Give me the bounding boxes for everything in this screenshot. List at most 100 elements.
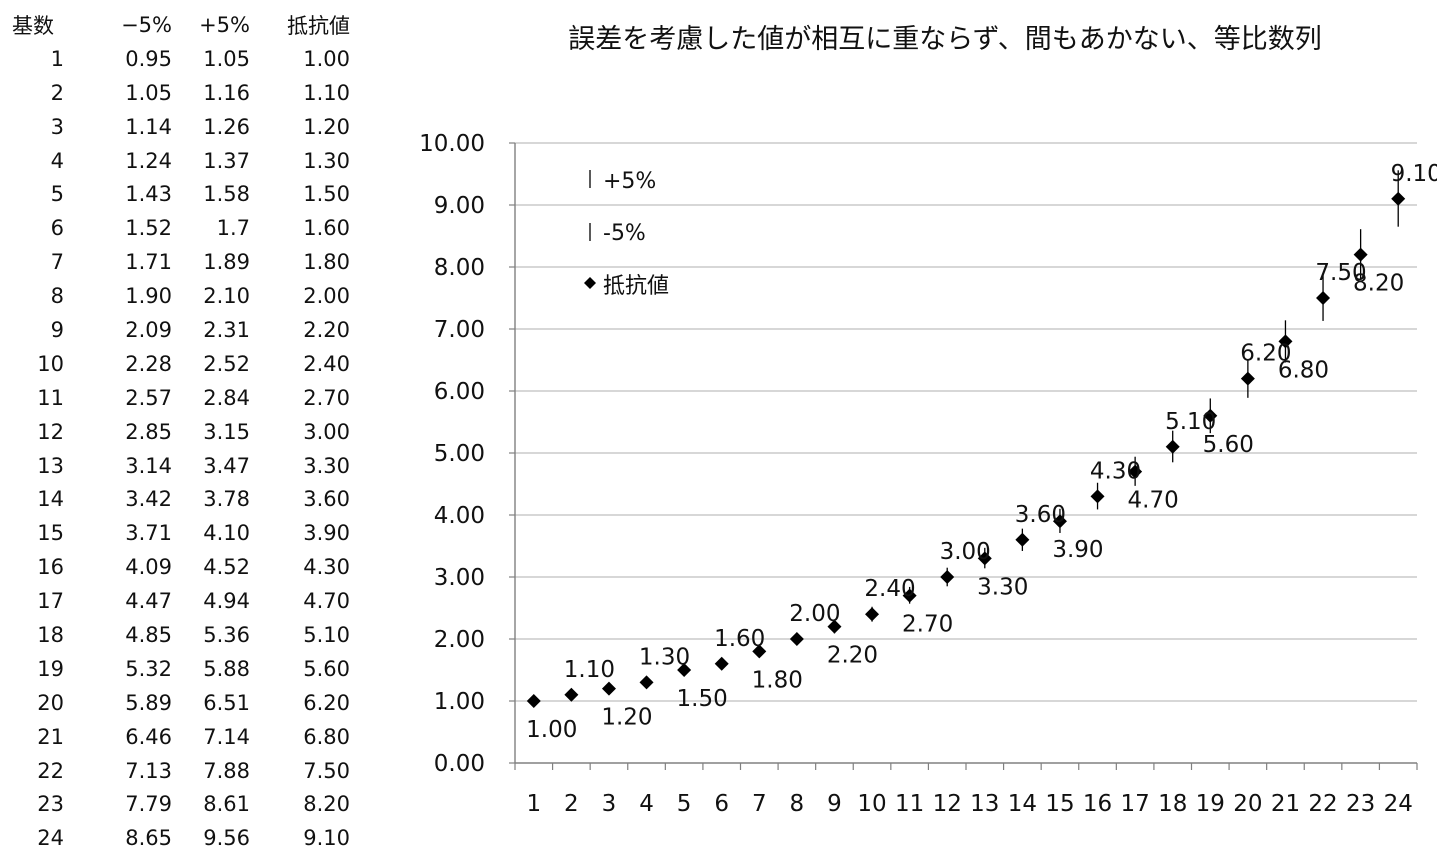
y-tick-label: 2.00	[434, 627, 485, 653]
table-cell: 0.95	[125, 46, 172, 71]
table-cell: 16	[37, 555, 64, 580]
table-row: 19 5.32 5.88 5.60	[0, 652, 370, 686]
y-tick-label: 0.00	[434, 751, 485, 777]
table-cell: 23	[37, 792, 64, 817]
x-tick-label: 11	[895, 791, 924, 817]
data-point	[1090, 489, 1105, 504]
table-header-cell: −5%	[121, 12, 172, 37]
table-row: 8 1.90 2.10 2.00	[0, 279, 370, 313]
data-point	[752, 644, 767, 659]
x-tick-label: 1	[526, 791, 541, 817]
table-cell: 1.43	[125, 182, 172, 207]
table-cell: 22	[37, 758, 64, 783]
table-cell: 4.47	[125, 589, 172, 614]
table-cell: 4.85	[125, 622, 172, 647]
table-cell: 2	[50, 80, 64, 105]
table-row: 20 5.89 6.51 6.20	[0, 686, 370, 720]
table-cell: 4.52	[203, 555, 250, 580]
table-row: 13 3.14 3.47 3.30	[0, 449, 370, 483]
y-tick-label: 4.00	[434, 503, 485, 529]
table-cell: 8	[50, 284, 64, 309]
table-cell: 1.20	[303, 114, 350, 139]
table-cell: 1.60	[303, 216, 350, 241]
data-label: 9.10	[1391, 161, 1437, 187]
table-cell: 4.30	[303, 555, 350, 580]
table-cell: 2.09	[125, 317, 172, 342]
table-cell: 19	[37, 656, 64, 681]
table-cell: 1.05	[125, 80, 172, 105]
table-cell: 7.13	[125, 758, 172, 783]
table-cell: 4.09	[125, 555, 172, 580]
y-tick-label: 1.00	[434, 689, 485, 715]
data-point	[1240, 371, 1255, 386]
table-cell: 3.90	[303, 521, 350, 546]
table-header-cell: 基数	[12, 13, 54, 38]
y-tick-label: 7.00	[434, 317, 485, 343]
y-tick-label: 9.00	[434, 193, 485, 219]
data-label: 3.60	[1015, 502, 1066, 528]
table-row: 11 2.57 2.84 2.70	[0, 381, 370, 415]
data-point	[865, 607, 880, 622]
table-cell: 3.30	[303, 453, 350, 478]
table-row: 2 1.05 1.16 1.10	[0, 76, 370, 110]
x-tick-label: 17	[1120, 791, 1149, 817]
x-tick-label: 13	[970, 791, 999, 817]
data-point	[1353, 247, 1368, 262]
table-cell: 1.71	[125, 250, 172, 275]
table-row: 12 2.85 3.15 3.00	[0, 415, 370, 449]
data-point	[1391, 191, 1406, 206]
data-label: 8.20	[1353, 271, 1404, 297]
x-tick-label: 19	[1196, 791, 1225, 817]
y-tick-label: 3.00	[434, 565, 485, 591]
table-cell: 6.51	[203, 690, 250, 715]
table-cell: 7.50	[303, 758, 350, 783]
x-tick-label: 2	[564, 791, 579, 817]
table-row: 3 1.14 1.26 1.20	[0, 110, 370, 144]
table-cell: 1.14	[125, 114, 172, 139]
data-label: 2.00	[789, 601, 840, 627]
x-tick-label: 16	[1083, 791, 1112, 817]
table-cell: 17	[37, 589, 64, 614]
table-cell: 3.15	[203, 419, 250, 444]
table-cell: 2.85	[125, 419, 172, 444]
y-tick-label: 5.00	[434, 441, 485, 467]
x-tick-label: 23	[1346, 791, 1375, 817]
table-row: 23 7.79 8.61 8.20	[0, 787, 370, 821]
data-point	[639, 675, 654, 690]
table-cell: 20	[37, 690, 64, 715]
table-cell: 18	[37, 622, 64, 647]
data-point	[601, 681, 616, 696]
table-cell: 2.31	[203, 317, 250, 342]
x-tick-label: 20	[1233, 791, 1262, 817]
x-tick-label: 3	[602, 791, 617, 817]
table-cell: 1.50	[303, 182, 350, 207]
table-cell: 3.42	[125, 487, 172, 512]
data-point	[1052, 514, 1067, 529]
table-cell: 1.52	[125, 216, 172, 241]
table-cell: 24	[37, 826, 64, 851]
table-cell: 1.7	[216, 216, 250, 241]
table-cell: 4.94	[203, 589, 250, 614]
table-row: 9 2.09 2.31 2.20	[0, 313, 370, 347]
table-row: 6 1.52 1.7 1.60	[0, 211, 370, 245]
data-point	[827, 619, 842, 634]
table-header-cell: 抵抗値	[287, 13, 350, 38]
table-cell: 8.65	[125, 826, 172, 851]
data-point	[940, 570, 955, 584]
data-label: 6.80	[1278, 357, 1329, 383]
table-cell: 1	[50, 46, 64, 71]
table-row: 10 2.28 2.52 2.40	[0, 347, 370, 381]
data-label: 3.90	[1052, 537, 1103, 563]
table-cell: 6.80	[303, 724, 350, 749]
data-point	[677, 663, 692, 677]
data-point	[564, 687, 579, 702]
table-row: 15 3.71 4.10 3.90	[0, 516, 370, 550]
table-cell: 11	[37, 385, 64, 410]
table-cell: 5.88	[203, 656, 250, 681]
table-row: 14 3.42 3.78 3.60	[0, 482, 370, 516]
x-tick-label: 9	[827, 791, 842, 817]
table-cell: 1.26	[203, 114, 250, 139]
y-tick-label: 6.00	[434, 379, 485, 405]
table-cell: 8.20	[303, 792, 350, 817]
table-row: 5 1.43 1.58 1.50	[0, 177, 370, 211]
